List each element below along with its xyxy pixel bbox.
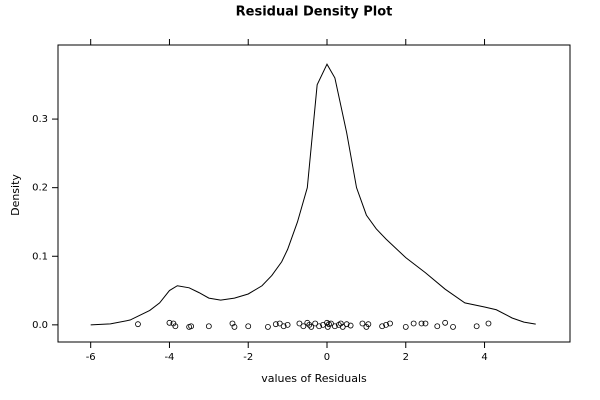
residual-point: [328, 320, 334, 327]
residual-point: [324, 324, 331, 330]
residual-point: [284, 321, 291, 328]
x-tick-label: 4: [481, 352, 487, 363]
residual-point: [473, 323, 480, 330]
residual-point: [265, 324, 271, 330]
residual-point: [276, 320, 283, 327]
residual-point: [272, 321, 279, 328]
residual-point: [280, 323, 287, 330]
residual-point: [343, 321, 350, 328]
residual-point: [304, 319, 311, 326]
residual-point: [306, 321, 313, 328]
y-tick-label: 0.3: [32, 114, 48, 125]
x-tick-label: 0: [324, 352, 330, 363]
x-tick-label: -2: [243, 352, 253, 363]
x-tick-label: -6: [86, 352, 96, 363]
residual-point: [231, 324, 238, 330]
chart-title: Residual Density Plot: [236, 5, 393, 20]
x-tick-label: -4: [164, 352, 174, 363]
residual-point: [312, 320, 319, 327]
residual-point: [172, 323, 179, 330]
x-tick-label: 2: [403, 352, 409, 363]
residual-point: [296, 320, 303, 327]
density-line: [90, 63, 536, 326]
residual-point: [402, 324, 409, 330]
residual-point: [135, 321, 141, 328]
residual-point: [308, 324, 315, 330]
residual-point: [383, 321, 389, 328]
plot-frame: [57, 44, 571, 343]
y-axis-label: Density: [9, 174, 22, 216]
residual-point: [485, 320, 492, 327]
residual-point: [316, 323, 323, 330]
residual-point: [359, 320, 366, 327]
residual-point: [205, 323, 212, 330]
residual-point: [442, 319, 449, 326]
residual-point: [347, 322, 354, 329]
residual-point: [331, 323, 338, 330]
y-tick-label: 0.1: [32, 251, 48, 262]
residual-point: [245, 323, 252, 330]
x-axis-label: values of Residuals: [261, 372, 367, 385]
residual-point: [387, 320, 393, 327]
residual-point: [365, 321, 372, 328]
residual-point: [422, 320, 429, 327]
residual-point: [410, 320, 417, 327]
y-tick-label: 0.0: [32, 320, 48, 331]
residual-point: [188, 323, 195, 330]
residual-point: [339, 324, 346, 330]
y-tick-label: 0.2: [32, 183, 48, 194]
residual-point: [300, 323, 307, 330]
residual-point: [379, 323, 386, 330]
residual-point: [434, 323, 441, 330]
residual-point: [166, 319, 173, 326]
residual-point: [418, 320, 425, 327]
residual-point: [450, 324, 456, 330]
